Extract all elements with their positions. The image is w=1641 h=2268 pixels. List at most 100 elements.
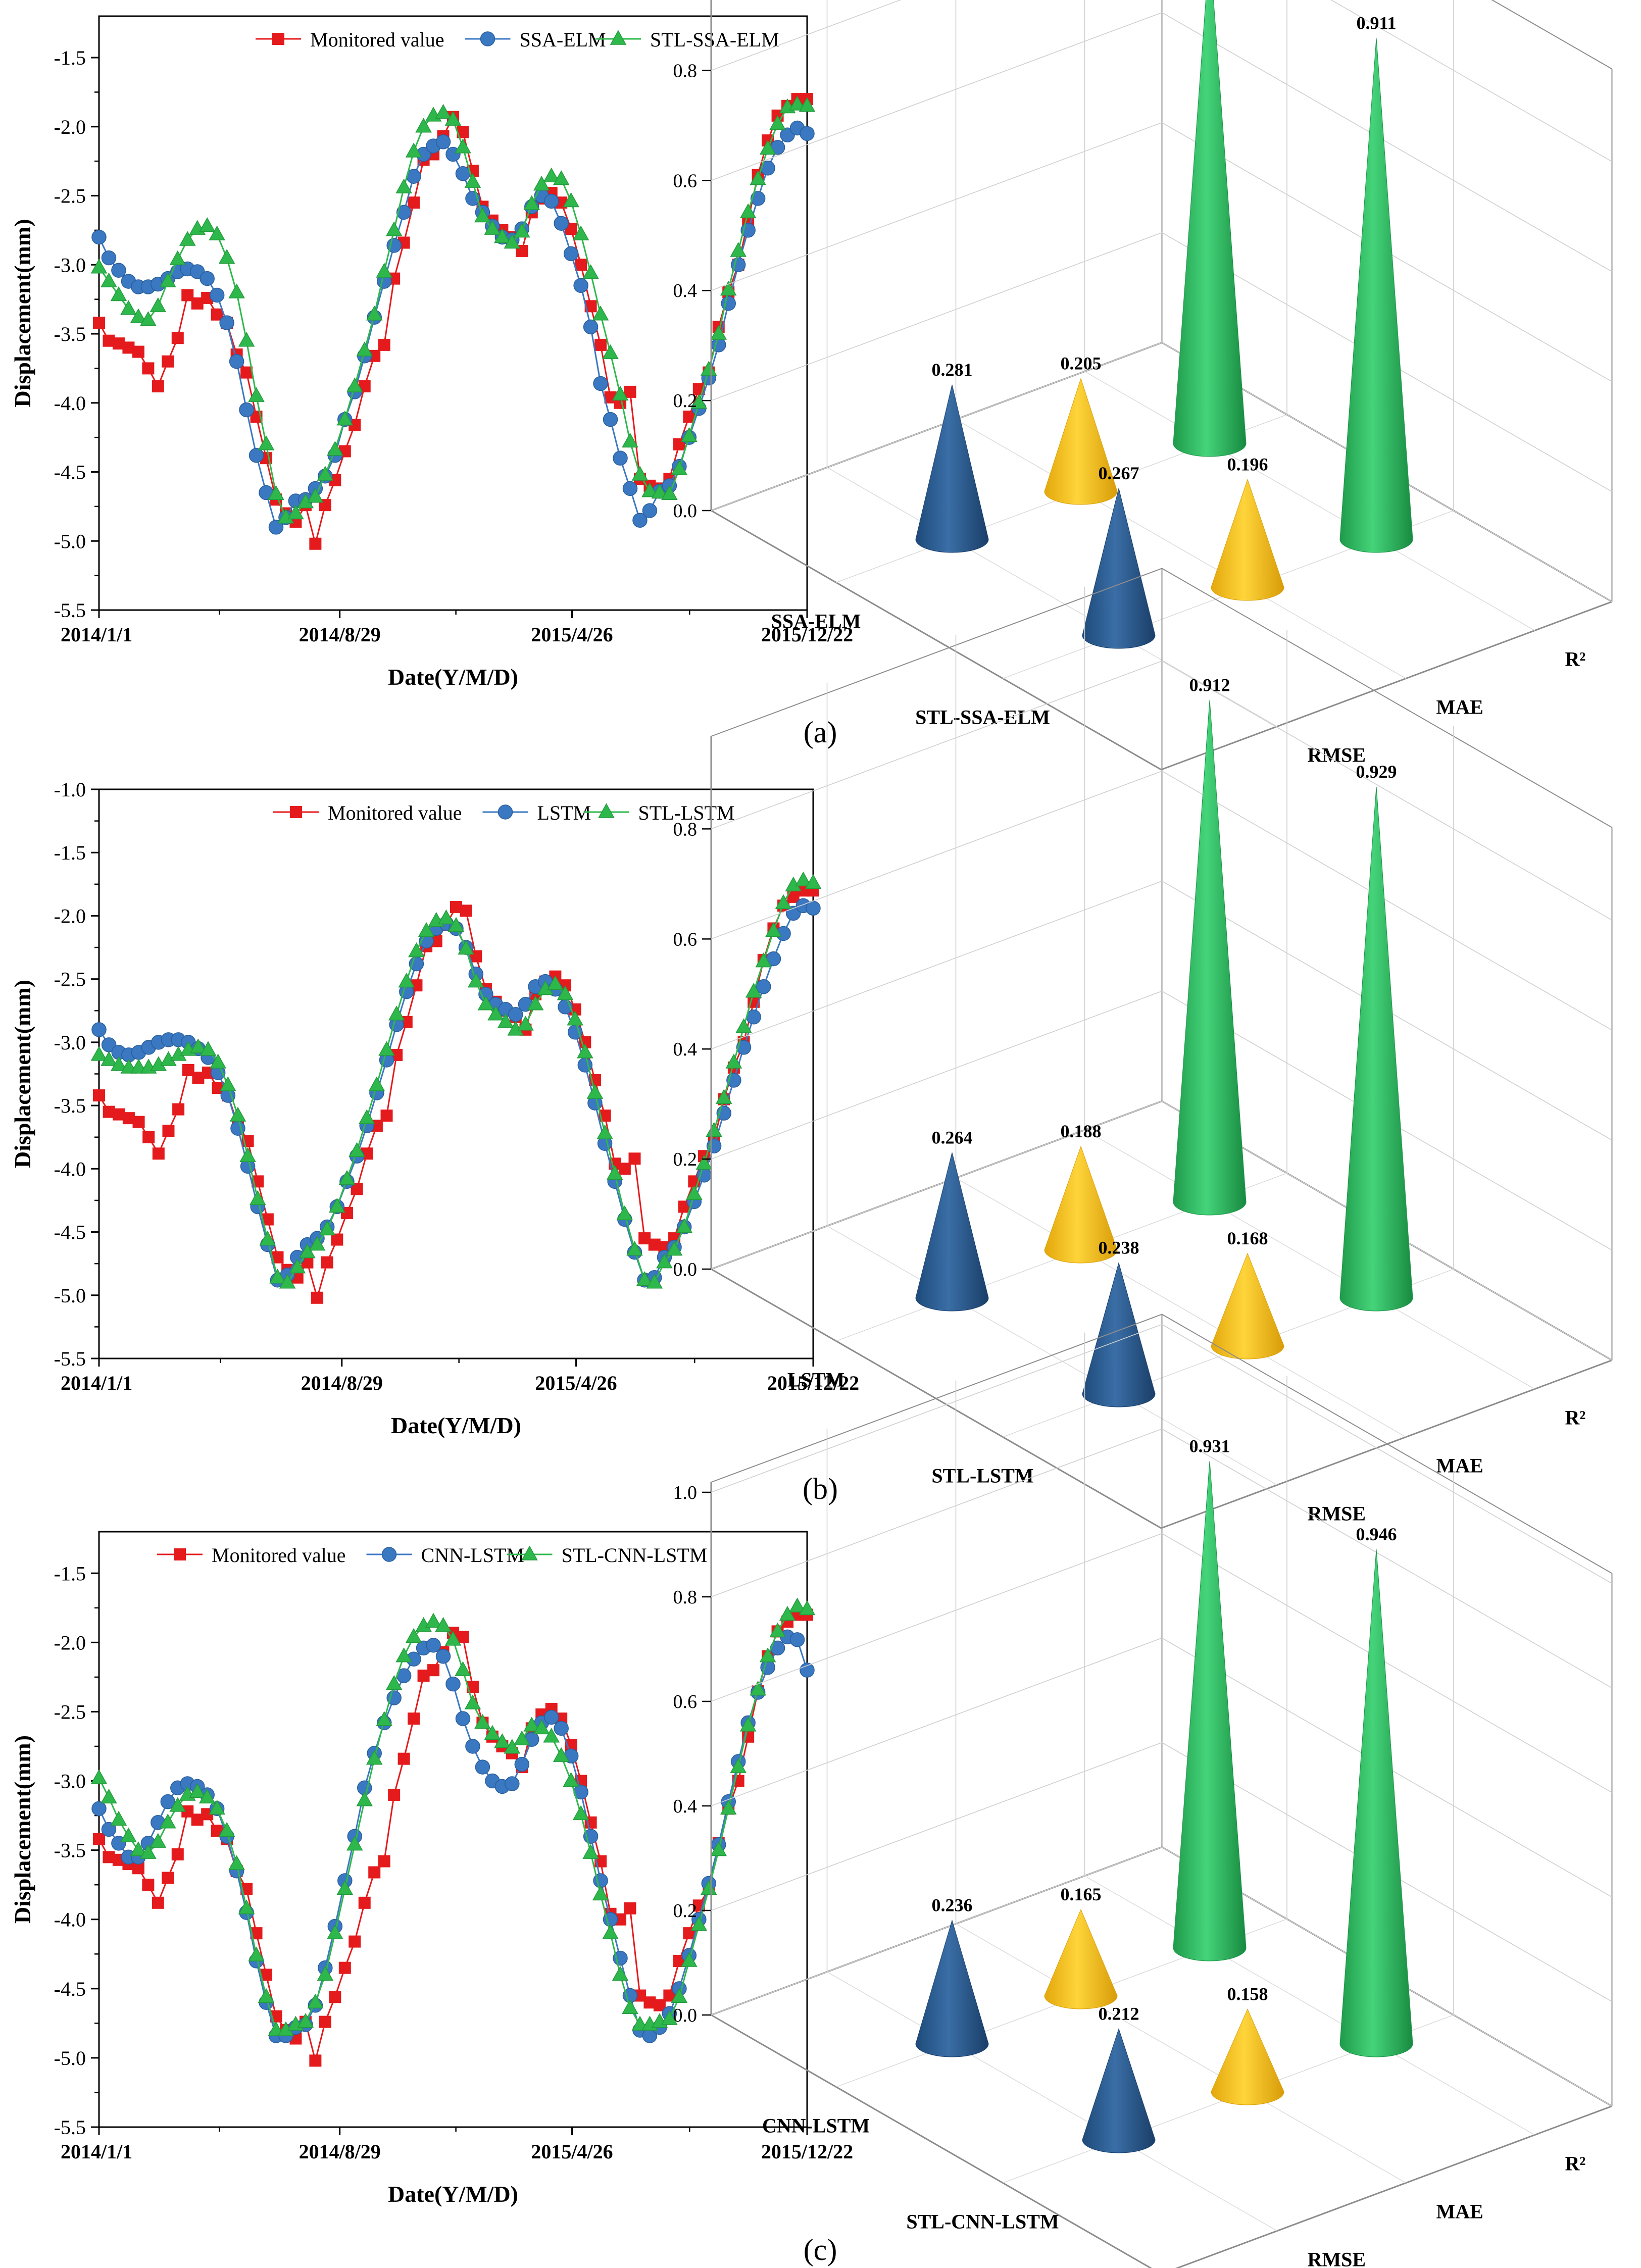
data-marker bbox=[736, 1040, 752, 1055]
data-marker bbox=[756, 979, 771, 994]
value-label: 0.168 bbox=[1227, 1228, 1268, 1248]
y-tick-label: -1.5 bbox=[54, 841, 86, 864]
model-axis-label: STL-SSA-ELM bbox=[915, 706, 1050, 729]
data-marker bbox=[366, 1750, 383, 1765]
data-marker bbox=[514, 1756, 530, 1772]
box-floor-edge bbox=[1161, 1359, 1613, 1529]
data-marker bbox=[307, 488, 324, 503]
data-marker bbox=[533, 1719, 550, 1735]
grid-line bbox=[711, 661, 1162, 830]
data-marker bbox=[405, 1628, 422, 1643]
x-tick-label: 2015/4/26 bbox=[535, 1372, 617, 1394]
data-marker bbox=[626, 1241, 643, 1256]
grid-line bbox=[711, 232, 1162, 401]
data-marker bbox=[632, 513, 648, 528]
y-tick-label: -5.0 bbox=[54, 2047, 86, 2070]
data-marker bbox=[229, 1106, 246, 1122]
cone-ssa-elm-mae: 0.205 bbox=[1044, 354, 1118, 505]
value-label: 0.911 bbox=[1356, 13, 1396, 33]
line-chart-c: -5.5 -5.0 -4.5 -4.0 -3.5 -3.0 -2.5 -2.0 -1.5 2014… bbox=[10, 1531, 853, 2207]
data-marker bbox=[701, 1880, 717, 1895]
data-marker bbox=[642, 503, 658, 518]
data-marker bbox=[110, 286, 127, 301]
data-marker bbox=[435, 104, 452, 119]
data-marker bbox=[725, 1053, 742, 1069]
data-marker bbox=[239, 402, 254, 418]
metric-axis-label: MAE bbox=[1436, 2200, 1483, 2223]
data-marker bbox=[321, 1256, 333, 1269]
data-marker bbox=[130, 1841, 147, 1856]
floor-grid-line bbox=[1084, 371, 1535, 631]
data-marker bbox=[329, 1991, 341, 2003]
data-marker bbox=[160, 1813, 176, 1829]
cone-cnn-lstm-mae: 0.165 bbox=[1044, 1884, 1118, 2009]
data-marker bbox=[140, 1844, 157, 1859]
data-marker bbox=[179, 231, 196, 246]
grid-line bbox=[1162, 12, 1612, 272]
y-tick-label: -2.5 bbox=[54, 185, 86, 208]
data-marker bbox=[477, 995, 494, 1011]
data-marker bbox=[90, 1046, 108, 1061]
data-marker bbox=[162, 1125, 175, 1137]
data-marker bbox=[268, 520, 284, 535]
data-marker bbox=[101, 1051, 117, 1066]
data-marker bbox=[624, 385, 636, 398]
data-marker bbox=[563, 192, 579, 208]
grid-line bbox=[711, 990, 1162, 1160]
value-label: 0.281 bbox=[932, 360, 973, 380]
z-tick-label: 0.6 bbox=[673, 929, 698, 950]
data-marker bbox=[120, 300, 137, 315]
data-marker bbox=[220, 1076, 236, 1091]
data-marker bbox=[494, 1733, 511, 1748]
data-marker bbox=[91, 229, 107, 245]
cone-lstm-r2: 0.912 bbox=[1173, 675, 1247, 1216]
data-marker bbox=[152, 380, 164, 392]
model-axis-label: SSA-ELM bbox=[771, 610, 861, 633]
data-marker bbox=[523, 1717, 540, 1732]
data-marker bbox=[553, 1747, 570, 1762]
floor-grid-line bbox=[827, 467, 1277, 727]
data-marker bbox=[190, 1038, 207, 1053]
data-marker bbox=[795, 871, 812, 887]
series-line bbox=[98, 879, 814, 1284]
data-marker bbox=[140, 311, 157, 326]
grid-line bbox=[711, 771, 1162, 940]
data-marker bbox=[606, 1165, 623, 1180]
data-marker bbox=[661, 2010, 678, 2025]
grid-line bbox=[1162, 661, 1612, 921]
x-tick-label: 2015/12/22 bbox=[761, 2140, 853, 2163]
data-marker bbox=[759, 140, 776, 155]
data-marker bbox=[720, 1799, 737, 1815]
data-marker bbox=[209, 225, 225, 240]
data-marker bbox=[622, 1999, 638, 2014]
y-tick-label: -4.5 bbox=[54, 1978, 86, 2000]
data-marker bbox=[162, 1872, 174, 1884]
data-marker bbox=[533, 176, 550, 191]
cone-body bbox=[1082, 1262, 1156, 1407]
cone-stl-cnn-lstm-r2: 0.946 bbox=[1339, 1524, 1413, 2057]
y-tick-label: -2.5 bbox=[54, 1700, 86, 1723]
data-marker bbox=[616, 1205, 633, 1221]
y-tick-label: -3.0 bbox=[54, 254, 86, 276]
box-top-edge bbox=[1491, 0, 1612, 70]
z-tick-label: 0.6 bbox=[673, 170, 698, 191]
data-marker bbox=[198, 217, 216, 232]
series-monitored-value bbox=[93, 884, 819, 1304]
data-marker bbox=[218, 1822, 235, 1837]
data-marker bbox=[248, 1946, 265, 1961]
value-label: 0.196 bbox=[1227, 454, 1268, 474]
data-marker bbox=[594, 338, 607, 351]
series-line bbox=[98, 98, 807, 544]
grid-line bbox=[1162, 1324, 1612, 1584]
data-marker bbox=[769, 1622, 786, 1638]
cone-body bbox=[1082, 2028, 1156, 2153]
y-tick-label: -2.0 bbox=[54, 904, 86, 927]
y-axis-title: Displacement(mm) bbox=[10, 219, 35, 407]
data-marker bbox=[331, 1233, 343, 1246]
data-marker bbox=[765, 922, 782, 937]
data-marker bbox=[358, 1109, 375, 1124]
legend-label: Monitored value bbox=[212, 1544, 346, 1567]
data-marker bbox=[799, 97, 816, 112]
data-marker bbox=[150, 1833, 167, 1848]
series-line bbox=[98, 904, 814, 1281]
